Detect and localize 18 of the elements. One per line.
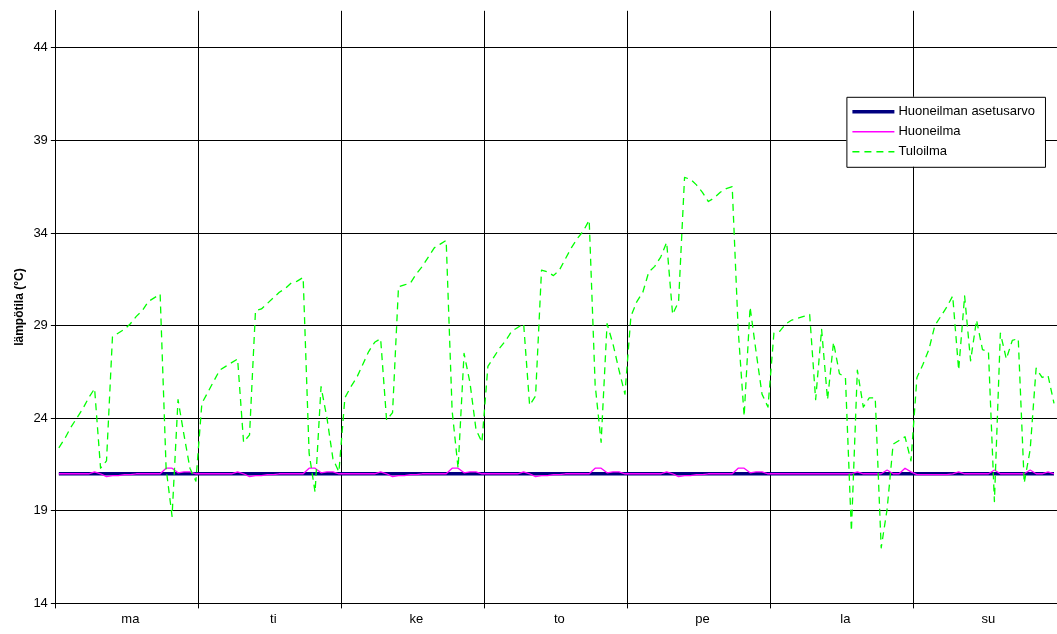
y-tick-label: 24 [33,409,48,425]
y-tick-label: 44 [33,39,48,55]
y-tick-label: 19 [33,502,48,518]
x-tick-label: ti [270,610,277,626]
x-tick-label: to [553,610,565,626]
y-tick-label: 29 [33,317,48,333]
legend-label: Tuloilma [898,143,948,159]
y-tick-label: 39 [33,132,48,148]
x-tick-label: ke [409,610,424,626]
legend-label: Huoneilma [898,123,962,139]
y-tick-label: 14 [33,594,48,610]
legend-label: Huoneilman asetusarvo [898,103,1035,119]
x-tick-label: ma [121,610,141,626]
y-tick-label: 34 [33,224,48,240]
y-axis-title: lämpötila (°C) [11,268,26,346]
x-tick-label: pe [695,610,710,626]
x-tick-label: la [840,610,852,626]
x-tick-label: su [981,610,996,626]
